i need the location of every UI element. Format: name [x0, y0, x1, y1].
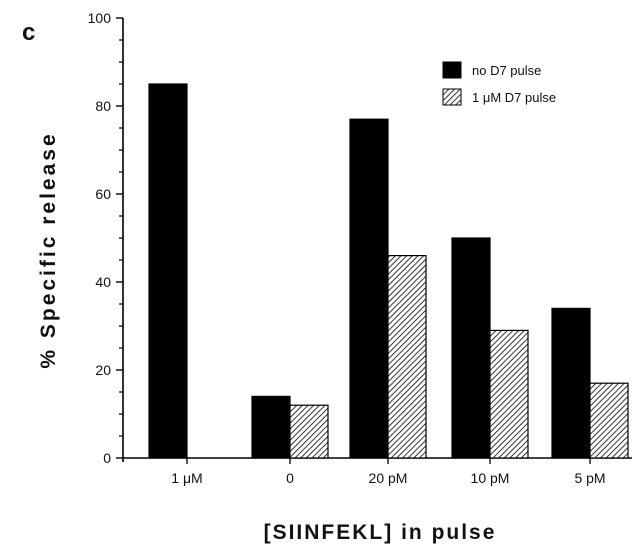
- bar-d7-pulse: [589, 382, 629, 459]
- legend-label: no D7 pulse: [472, 63, 541, 78]
- bar-d7-pulse: [489, 329, 529, 459]
- bar-no-d7-pulse: [148, 83, 188, 459]
- x-tick-label: 0: [286, 470, 294, 486]
- legend-swatch: [442, 61, 462, 79]
- axes: 0 20 40 60 80 100 1 μM 0 20 pM 10 pM 5 pM: [88, 10, 632, 486]
- y-tick-label: 0: [103, 450, 111, 466]
- x-tick-label: 5 pM: [574, 470, 605, 486]
- x-tick-label: 20 pM: [369, 470, 408, 486]
- legend-swatch: [442, 88, 462, 106]
- bar-d7-pulse: [387, 255, 427, 459]
- legend-label: 1 μM D7 pulse: [472, 90, 556, 105]
- y-axis-label: % Specific release: [37, 131, 60, 368]
- x-tick-label: 1 μM: [171, 470, 202, 486]
- bar-no-d7-pulse: [451, 237, 491, 459]
- y-tick-label: 20: [95, 362, 111, 378]
- panel-label: c: [22, 19, 35, 46]
- x-axis-label: [SIINFEKL] in pulse: [264, 521, 497, 544]
- bar-no-d7-pulse: [251, 395, 291, 459]
- y-tick-label: 40: [95, 274, 111, 290]
- bars: [148, 83, 629, 459]
- y-tick-label: 100: [88, 10, 112, 26]
- legend: no D7 pulse 1 μM D7 pulse: [442, 61, 556, 106]
- bar-no-d7-pulse: [551, 307, 591, 459]
- x-tick-label: 10 pM: [471, 470, 510, 486]
- bar-no-d7-pulse: [349, 118, 389, 459]
- y-tick-label: 80: [95, 98, 111, 114]
- bar-d7-pulse: [289, 404, 329, 459]
- y-tick-label: 60: [95, 186, 111, 202]
